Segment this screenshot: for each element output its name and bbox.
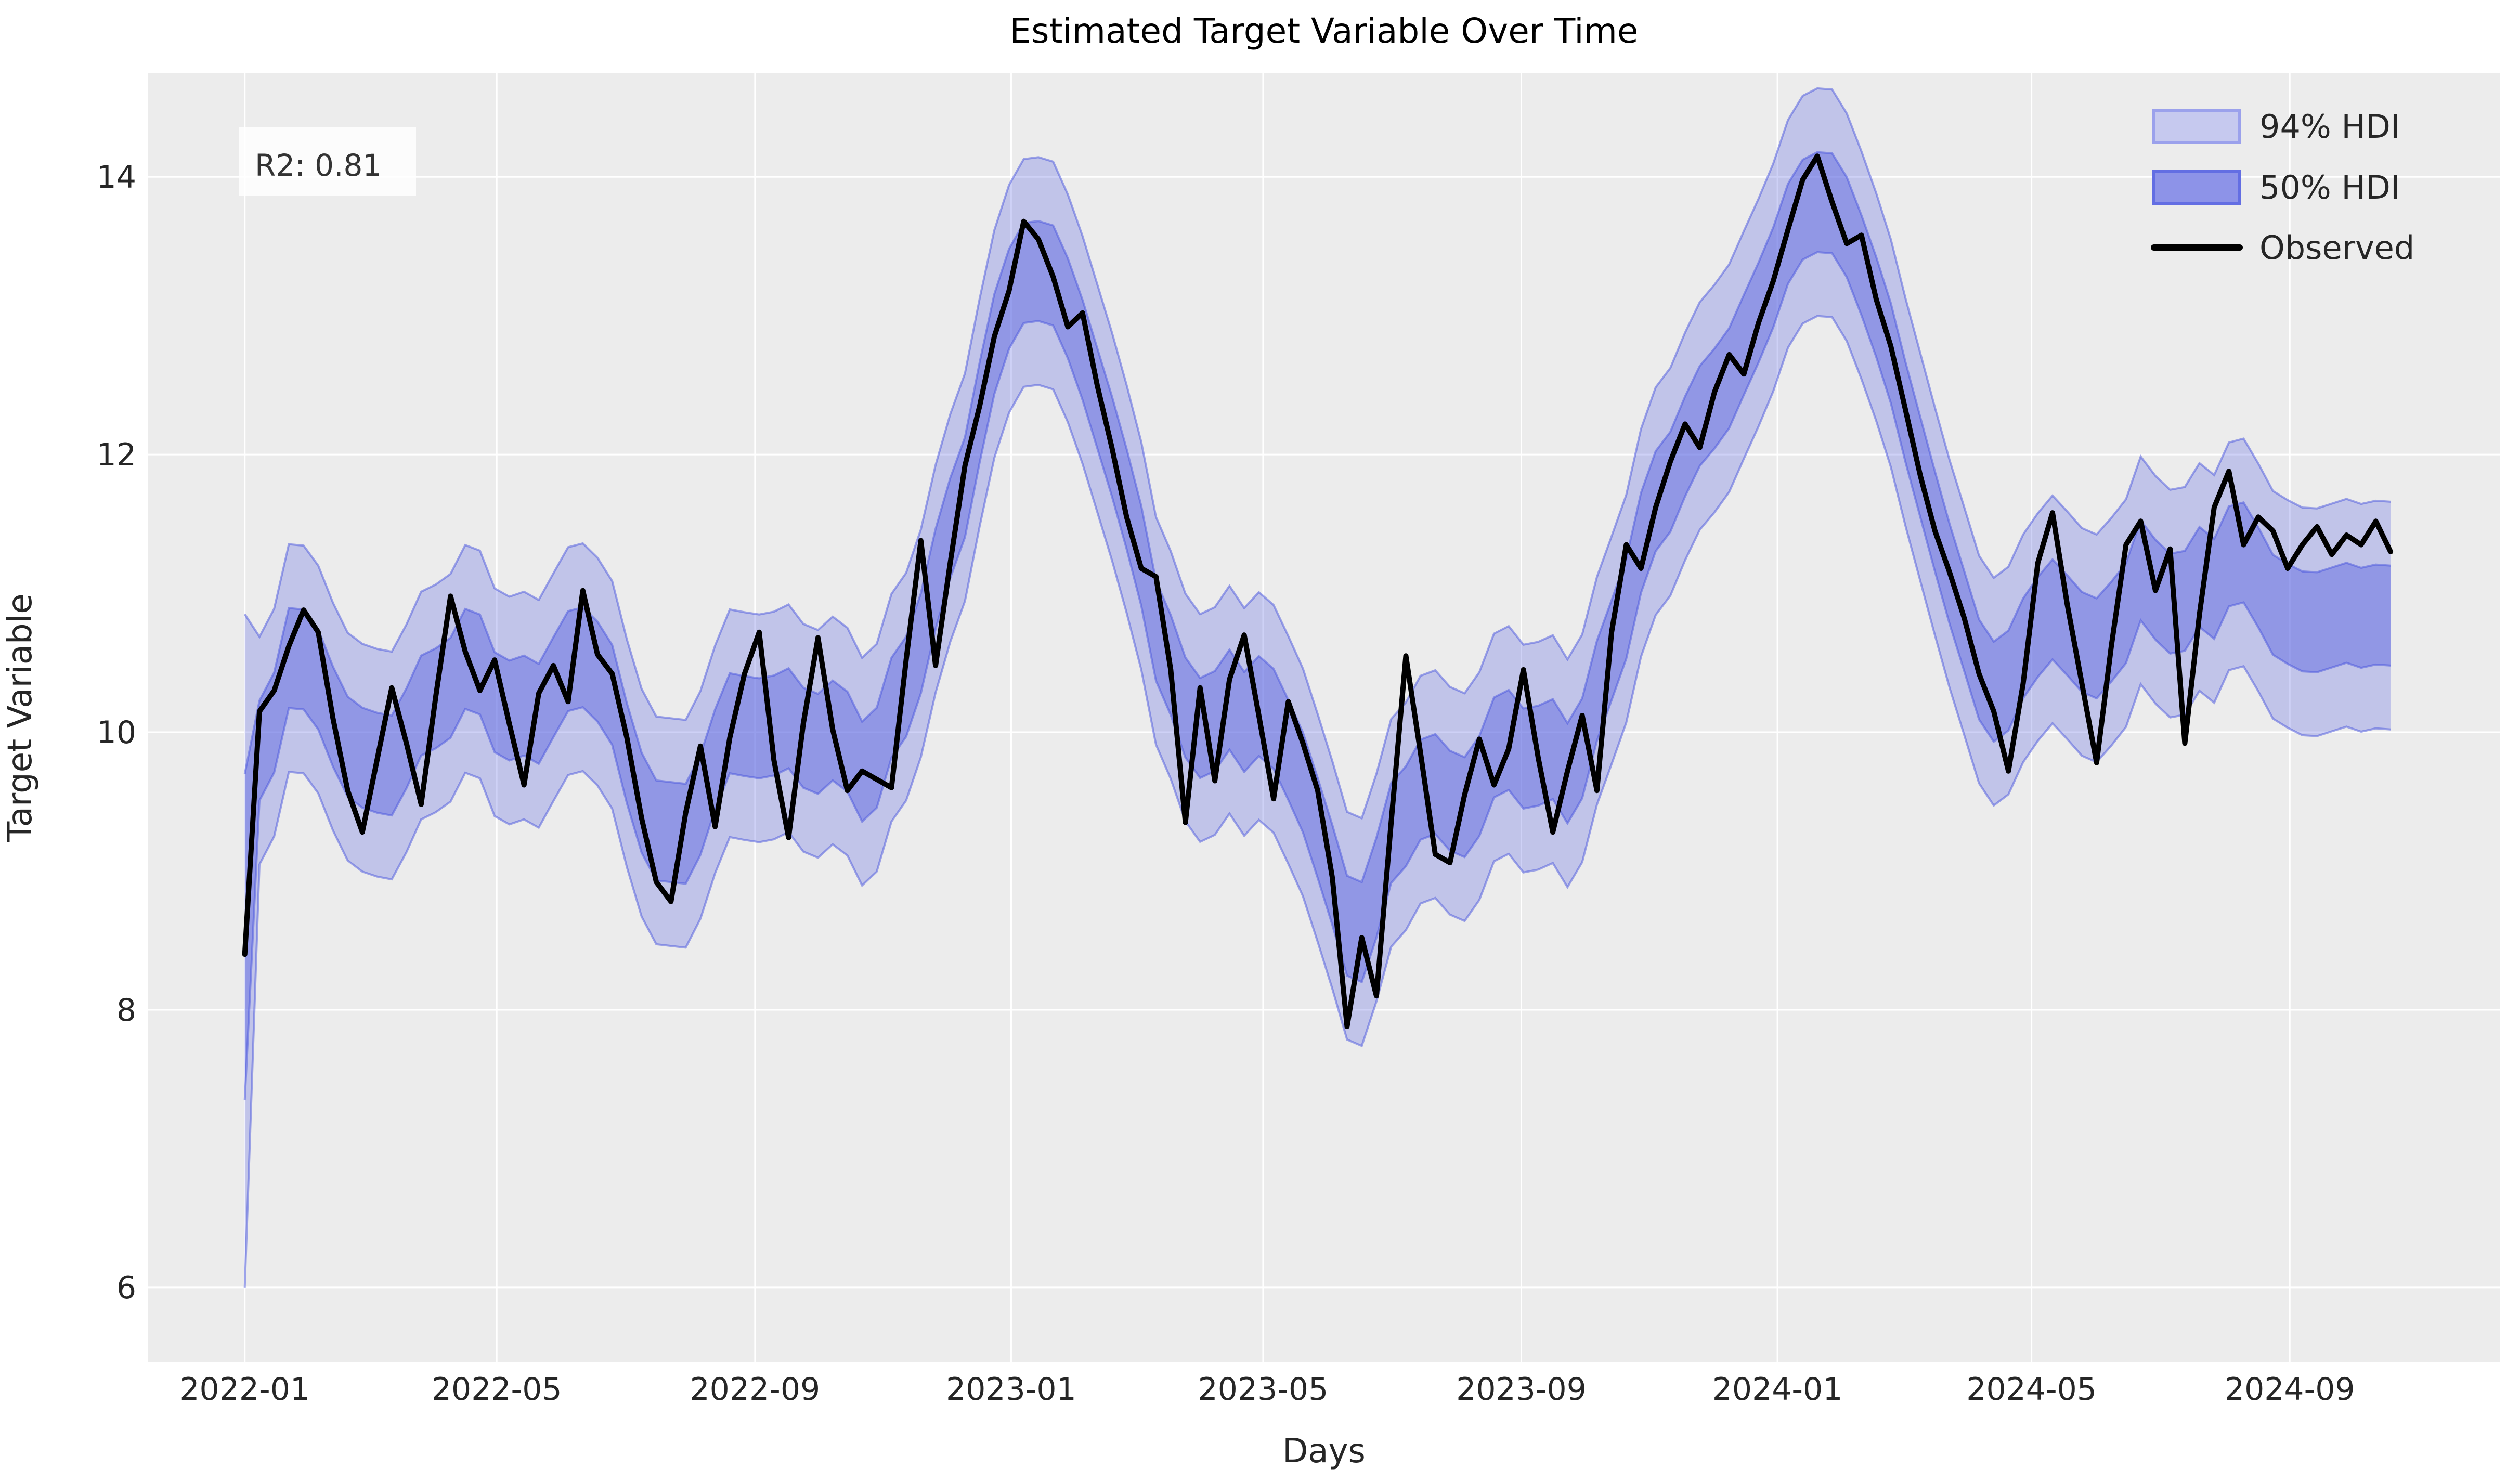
band-94-hdi-edge: [243, 315, 2391, 1288]
r2-annotation-box: [239, 127, 416, 196]
x-tick-label: 2023-01: [946, 1371, 1076, 1408]
y-tick-label: 8: [116, 992, 136, 1029]
legend-patch-50-hdi: [2152, 170, 2241, 205]
x-tick-label: 2022-09: [690, 1371, 820, 1408]
band-50-hdi: [244, 152, 2391, 1100]
legend-label: Observed: [2259, 229, 2414, 267]
y-tick-label: 14: [97, 159, 136, 196]
r2-annotation: R2: 0.81: [239, 127, 416, 196]
x-axis-label: Days: [1282, 1432, 1366, 1471]
x-tick-label: 2024-05: [1966, 1371, 2097, 1408]
x-tick-label: 2024-09: [2225, 1371, 2355, 1408]
tick-labels: 6 8 10 12 14 2022-01 2022-05 2022-09 2023-01 2023…: [97, 159, 2355, 1408]
band-50-hdi-edge: [243, 251, 2391, 1100]
y-tick-label: 10: [97, 714, 136, 751]
band-94-hdi-edge: [244, 87, 2391, 820]
r2-annotation-text: R2: 0.81: [255, 148, 382, 183]
x-tick-label: 2022-01: [179, 1371, 310, 1408]
legend-label: 94% HDI: [2259, 108, 2400, 146]
y-tick-label: 6: [116, 1270, 136, 1306]
y-axis-label: Target Variable: [1, 593, 40, 842]
band-94-hdi: [244, 88, 2391, 1288]
x-tick-label: 2023-05: [1198, 1371, 1329, 1408]
legend-patch-94-hdi: [2152, 109, 2241, 144]
x-tick-label: 2024-01: [1712, 1371, 1843, 1408]
x-tick-label: 2022-05: [432, 1371, 562, 1408]
legend: 94% HDI 50% HDI Observed: [2151, 108, 2414, 267]
observed-line: [242, 153, 2394, 1029]
y-tick-label: 12: [97, 437, 136, 473]
x-tick-label: 2023-09: [1456, 1371, 1587, 1408]
observed-series-line: [242, 153, 2394, 1029]
plot-area: [148, 73, 2500, 1362]
legend-label: 50% HDI: [2259, 168, 2400, 206]
chart-title: Estimated Target Variable Over Time: [1009, 11, 1638, 51]
